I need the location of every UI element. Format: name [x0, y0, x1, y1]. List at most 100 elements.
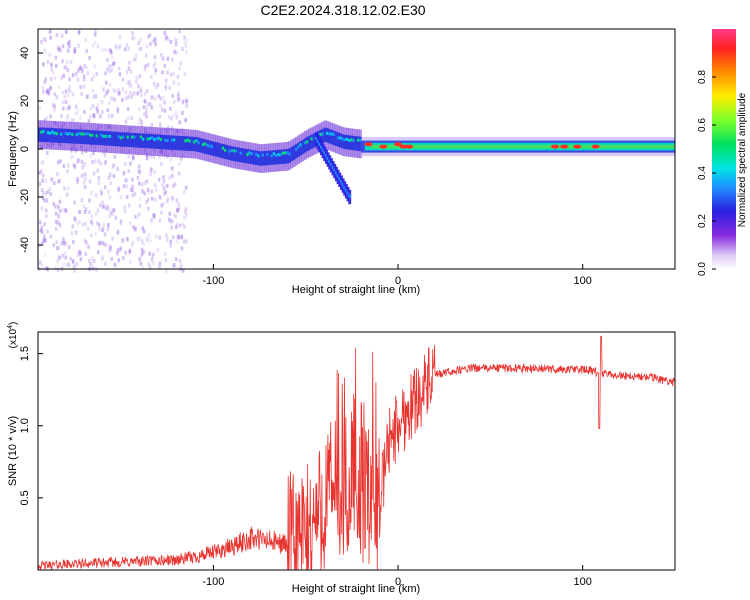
noise-cell	[172, 235, 175, 240]
x-tick-label: 0	[395, 576, 401, 588]
noise-cell	[166, 70, 169, 75]
branch-highlight	[343, 185, 347, 189]
noise-cell	[170, 225, 173, 230]
noise-cell	[82, 180, 86, 185]
noise-cell	[55, 63, 58, 68]
noise-cell	[174, 42, 178, 47]
noise-cell	[130, 115, 134, 120]
ridge-core	[232, 146, 236, 162]
noise-cell	[89, 153, 93, 158]
noise-cell	[156, 82, 160, 87]
spectrogram-panel: -100 0 100 -40 -20 0 20 40 Height of straight …	[7, 28, 676, 296]
ridge-core	[53, 128, 57, 143]
noise-cell	[77, 30, 81, 35]
noise-cell	[57, 246, 61, 251]
ridge-core	[144, 133, 147, 149]
noise-cell	[171, 183, 175, 188]
noise-cell	[99, 241, 103, 246]
noise-cell	[64, 209, 68, 214]
ridge-core	[352, 135, 356, 151]
noise-cell	[40, 229, 44, 234]
noise-cell	[72, 265, 76, 270]
noise-cell	[77, 159, 80, 164]
noise-cell	[119, 247, 122, 252]
noise-cell	[131, 177, 134, 182]
noise-cell	[150, 123, 154, 128]
noise-cell	[81, 150, 84, 155]
noise-cell	[107, 207, 110, 212]
ridge-highlight	[71, 132, 74, 136]
noise-cell	[165, 36, 168, 41]
noise-cell	[58, 255, 62, 260]
ridge-highlight	[131, 135, 134, 139]
noise-cell	[96, 109, 99, 114]
branch-highlight	[326, 157, 330, 161]
x-tick-label: 100	[574, 576, 592, 588]
noise-cell	[163, 31, 167, 36]
noise-cell	[79, 251, 82, 256]
noise-cell	[73, 47, 77, 52]
noise-cell	[57, 160, 60, 165]
ridge-highlight	[343, 138, 347, 142]
noise-cell	[77, 29, 81, 34]
noise-cell	[105, 91, 108, 96]
noise-cell	[160, 53, 163, 58]
noise-cell	[69, 59, 73, 64]
snr-scale-note: (x104)	[7, 322, 19, 349]
noise-cell	[64, 100, 68, 105]
noise-cell	[67, 88, 70, 93]
noise-cell	[151, 254, 154, 259]
noise-cell	[64, 65, 68, 70]
ridge-highlight	[133, 135, 136, 139]
noise-cell	[43, 222, 47, 227]
ridge-core	[323, 127, 327, 142]
colorbar-tick-label: 0.4	[697, 166, 708, 180]
noise-cell	[107, 114, 111, 119]
noise-cell	[171, 174, 174, 179]
noise-cell	[127, 115, 130, 120]
noise-cell	[66, 169, 69, 174]
noise-cell	[150, 257, 154, 262]
ridge-highlight	[146, 137, 150, 141]
noise-cell	[40, 241, 44, 246]
ridge-core	[49, 127, 52, 143]
ridge-core	[246, 149, 249, 164]
noise-cell	[111, 212, 114, 217]
x-tick-label: 0	[395, 275, 401, 287]
ridge-core	[295, 143, 298, 159]
noise-cell	[110, 64, 114, 69]
branch-highlight	[331, 165, 335, 169]
noise-cell	[143, 112, 146, 117]
noise-cell	[42, 238, 46, 243]
noise-cell	[75, 262, 79, 267]
noise-cell	[143, 181, 147, 186]
ridge-highlight	[108, 134, 112, 138]
ridge-highlight	[352, 139, 356, 143]
branch-highlight	[336, 174, 340, 178]
noise-cell	[184, 118, 187, 123]
ridge-core	[77, 129, 81, 144]
noise-cell	[78, 210, 82, 215]
noise-cell	[146, 102, 150, 107]
noise-cell	[101, 227, 104, 232]
noise-cell	[91, 104, 95, 109]
noise-cell	[58, 199, 62, 204]
noise-cell	[47, 91, 51, 96]
snr-frame	[37, 331, 676, 571]
ridge-highlight	[357, 138, 360, 142]
noise-cell	[141, 265, 144, 270]
noise-cell	[158, 177, 161, 182]
branch-highlight	[323, 151, 327, 155]
ridge-highlight	[359, 138, 362, 142]
noise-cell	[100, 191, 103, 196]
noise-cell	[46, 151, 49, 156]
noise-cell	[131, 184, 134, 189]
hot-spot	[364, 142, 373, 147]
ridge-core	[91, 130, 94, 145]
ridge-core	[108, 131, 112, 146]
ridge-highlight	[100, 133, 103, 137]
branch-highlight	[341, 183, 345, 187]
noise-cell	[64, 241, 67, 246]
noise-cell	[108, 47, 111, 52]
noise-cell	[57, 220, 60, 225]
